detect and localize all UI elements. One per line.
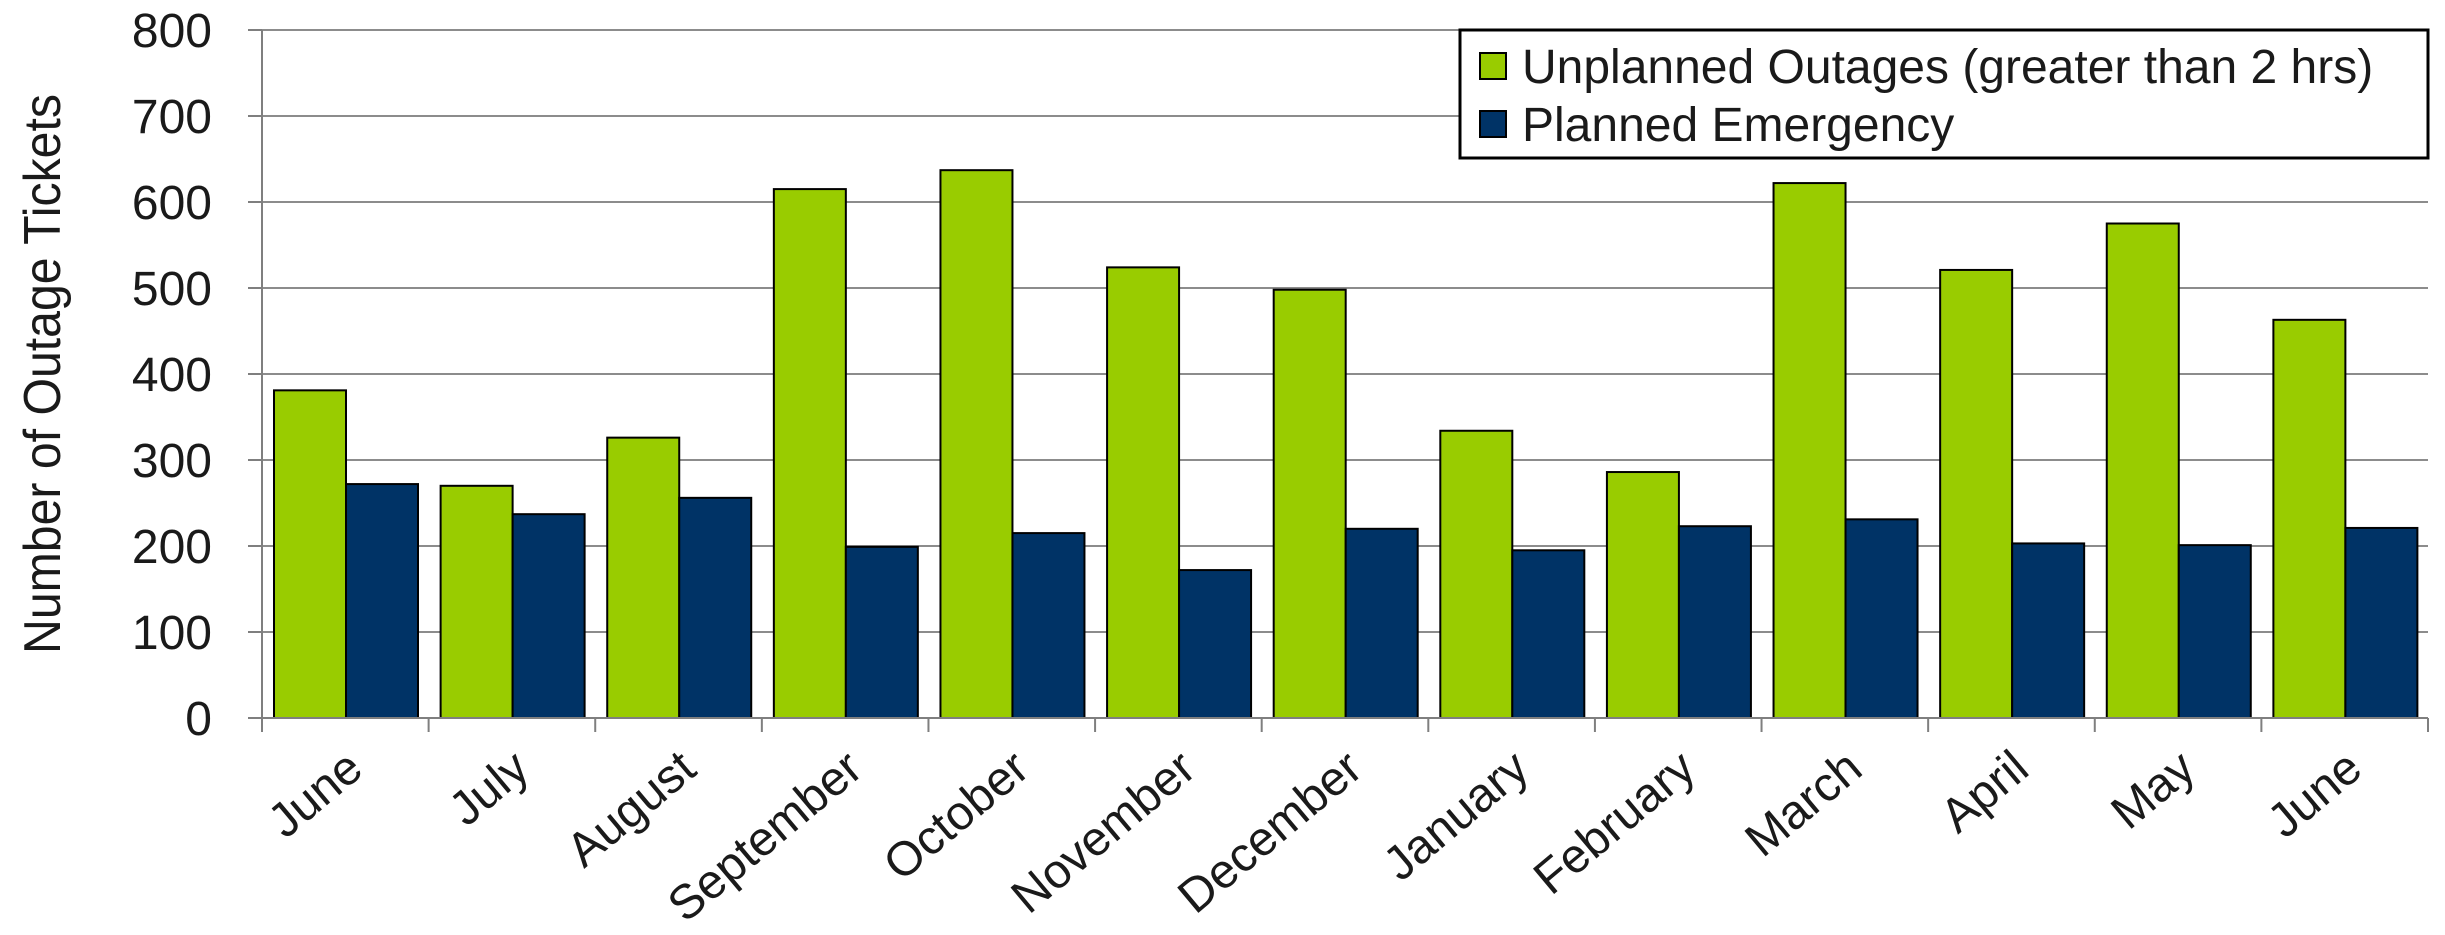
y-tick-label: 200	[132, 521, 212, 574]
y-tick-label: 500	[132, 263, 212, 316]
bar-unplanned-3	[772, 188, 847, 720]
bar-planned-4	[1011, 532, 1086, 719]
bar-unplanned-6	[1272, 288, 1347, 719]
y-tick-labels: 0 100 200 300 400 500 600 700 800	[132, 5, 212, 746]
bar-unplanned-10	[1939, 268, 2014, 719]
legend-box	[1458, 28, 2430, 160]
bar-unplanned-5	[1106, 266, 1181, 719]
bar-unplanned-9	[1772, 182, 1847, 719]
x-tick-label: June	[259, 741, 373, 849]
bar-planned-8	[1677, 525, 1752, 719]
x-tick-label: March	[1736, 741, 1872, 867]
bar-unplanned-2	[606, 436, 681, 719]
x-tick-label: December	[1168, 741, 1372, 924]
bar-planned-3	[844, 545, 919, 719]
y-tick-label: 700	[132, 91, 212, 144]
bar-planned-6	[1344, 527, 1419, 719]
x-tick-label: November	[1002, 741, 1206, 924]
bar-planned-1	[511, 513, 586, 719]
x-tick-label: April	[1931, 741, 2039, 843]
x-tick-label: May	[2102, 741, 2206, 840]
bar-planned-2	[678, 496, 753, 719]
y-tick-label: 600	[132, 177, 212, 230]
x-tick-label: August	[557, 741, 706, 878]
legend-label-planned: Planned Emergency	[1522, 99, 1954, 152]
bar-unplanned-0	[273, 389, 347, 719]
legend-swatch-unplanned	[1479, 52, 1507, 80]
legend: Unplanned Outages (greater than 2 hrs)Pl…	[1458, 28, 2430, 160]
y-axis-title: Number of Outage Tickets	[14, 94, 72, 654]
bars	[273, 169, 2419, 720]
bar-unplanned-12	[2272, 318, 2347, 719]
bar-planned-10	[2011, 542, 2086, 719]
bar-unplanned-1	[439, 484, 514, 719]
legend-label-unplanned: Unplanned Outages (greater than 2 hrs)	[1522, 41, 2373, 94]
bar-unplanned-8	[1605, 471, 1680, 720]
x-tick-label: January	[1374, 741, 1539, 891]
y-tick-label: 800	[132, 5, 212, 58]
y-tick-label: 100	[132, 607, 212, 660]
x-tick-label: October	[874, 741, 1039, 891]
y-tick-label: 300	[132, 435, 212, 488]
x-tick-label: July	[440, 741, 539, 836]
bar-planned-5	[1178, 569, 1253, 720]
bar-planned-12	[2344, 526, 2419, 719]
y-tick-label: 0	[185, 693, 212, 746]
bar-unplanned-11	[2105, 222, 2180, 719]
x-tick-label: June	[2258, 741, 2372, 849]
bar-planned-7	[1511, 549, 1586, 719]
bar-unplanned-4	[939, 169, 1014, 719]
y-tick-label: 400	[132, 349, 212, 402]
bar-unplanned-7	[1439, 429, 1514, 719]
bar-planned-9	[1844, 518, 1919, 720]
bar-planned-11	[2177, 544, 2252, 720]
bar-planned-0	[345, 483, 419, 719]
x-tick-label: February	[1524, 741, 1705, 905]
legend-swatch-planned	[1479, 110, 1507, 138]
axes	[248, 29, 2429, 732]
